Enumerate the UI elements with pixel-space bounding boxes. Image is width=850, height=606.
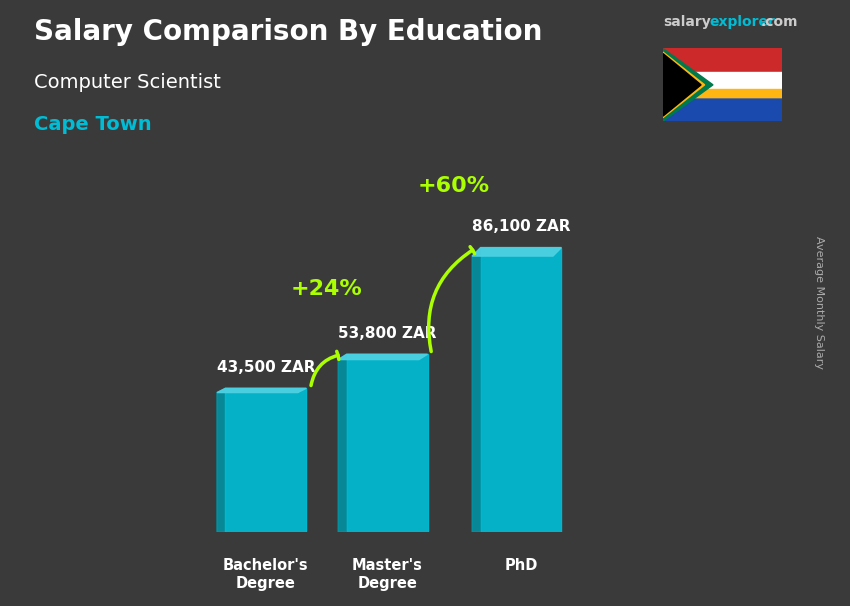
Polygon shape [217, 388, 225, 532]
Text: Salary Comparison By Education: Salary Comparison By Education [34, 18, 542, 46]
Text: 86,100 ZAR: 86,100 ZAR [472, 219, 570, 235]
Polygon shape [663, 56, 696, 114]
Bar [663, 80, 782, 90]
Polygon shape [472, 248, 562, 256]
Polygon shape [217, 388, 306, 393]
Text: 43,500 ZAR: 43,500 ZAR [217, 360, 315, 375]
Bar [225, 388, 306, 532]
Bar [663, 80, 782, 90]
Text: salary: salary [663, 15, 711, 29]
Text: Bachelor's
Degree: Bachelor's Degree [223, 558, 309, 591]
Polygon shape [338, 355, 428, 359]
Text: +24%: +24% [291, 279, 362, 299]
Bar [347, 355, 428, 532]
Text: Master's
Degree: Master's Degree [352, 558, 422, 591]
Bar [663, 89, 782, 97]
Bar [663, 90, 782, 97]
Text: Computer Scientist: Computer Scientist [34, 73, 221, 92]
Polygon shape [663, 52, 705, 118]
Text: explorer: explorer [710, 15, 775, 29]
Bar [663, 97, 782, 121]
Text: Cape Town: Cape Town [34, 115, 151, 134]
Text: +60%: +60% [418, 176, 490, 196]
Polygon shape [663, 48, 713, 121]
Polygon shape [338, 355, 347, 532]
Bar [663, 48, 782, 73]
Polygon shape [663, 53, 701, 116]
Bar [663, 73, 782, 81]
Text: PhD: PhD [504, 558, 538, 573]
Text: .com: .com [761, 15, 798, 29]
Polygon shape [472, 248, 480, 532]
Bar [663, 81, 782, 89]
Bar [480, 248, 562, 532]
Text: 53,800 ZAR: 53,800 ZAR [337, 326, 436, 341]
Text: Average Monthly Salary: Average Monthly Salary [814, 236, 824, 370]
